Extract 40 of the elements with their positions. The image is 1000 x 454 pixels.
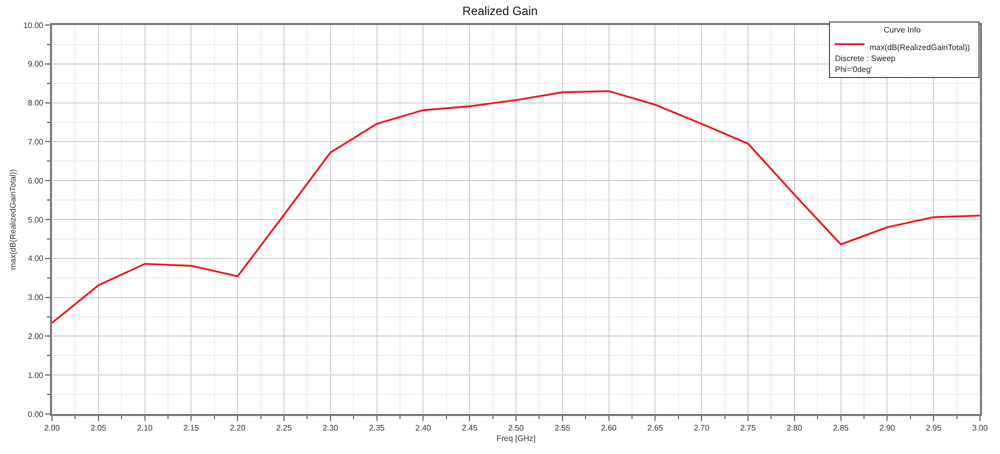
x-tick-label: 2.50 — [508, 424, 524, 433]
line-series — [52, 90, 980, 324]
x-tick-label: 2.60 — [601, 424, 618, 433]
x-tick-label: 2.80 — [786, 424, 803, 433]
y-axis-title: max(dB(RealizedGainTotal)) — [8, 168, 18, 270]
y-tick-label: 10.00 — [23, 20, 44, 30]
y-tick-label: 4.00 — [28, 254, 44, 264]
y-tick-label: 9.00 — [28, 60, 44, 69]
x-tick-label: 2.00 — [44, 424, 60, 433]
y-tick-label: 7.00 — [28, 138, 44, 146]
x-tick-label: 2.95 — [926, 424, 942, 433]
x-tick-label: 2.15 — [183, 424, 200, 433]
x-tick-label: 2.10 — [137, 424, 154, 433]
y-tick-label: 2.00 — [28, 332, 44, 341]
x-tick-label: 2.70 — [694, 424, 710, 433]
x-tick-label: 2.65 — [647, 424, 664, 433]
y-tick-label: 8.00 — [28, 98, 44, 108]
x-tick-label: 2.75 — [740, 424, 756, 433]
y-tick-label: 3.00 — [28, 293, 44, 302]
x-tick-label: 3.00 — [972, 424, 988, 433]
annotation: Phi='0deg' — [835, 65, 873, 74]
y-tick-label: 0.00 — [28, 410, 44, 419]
chart-title: Realized Gain — [462, 4, 538, 18]
x-tick-label: 2.30 — [322, 424, 339, 433]
annotation: Discrete : Sweep — [835, 54, 896, 63]
x-tick-label: 2.05 — [90, 424, 107, 433]
y-tick-label: 5.00 — [28, 215, 44, 224]
y-tick-label: 1.00 — [28, 370, 44, 380]
y-tick-label: 6.00 — [28, 176, 44, 186]
x-axis-title: Freq [GHz] — [496, 434, 536, 444]
x-tick-label: 2.55 — [554, 424, 571, 433]
x-tick-label: 2.45 — [462, 424, 478, 433]
x-tick-label: 2.20 — [230, 424, 246, 433]
legend-title: Curve Info — [884, 25, 922, 34]
x-tick-label: 2.90 — [879, 424, 896, 433]
x-tick-label: 2.85 — [833, 424, 850, 433]
x-tick-label: 2.35 — [369, 424, 386, 433]
legend-label: max(dB(RealizedGainTotal)) — [869, 43, 970, 52]
x-tick-label: 2.40 — [415, 424, 432, 433]
x-tick-label: 2.25 — [276, 424, 292, 433]
